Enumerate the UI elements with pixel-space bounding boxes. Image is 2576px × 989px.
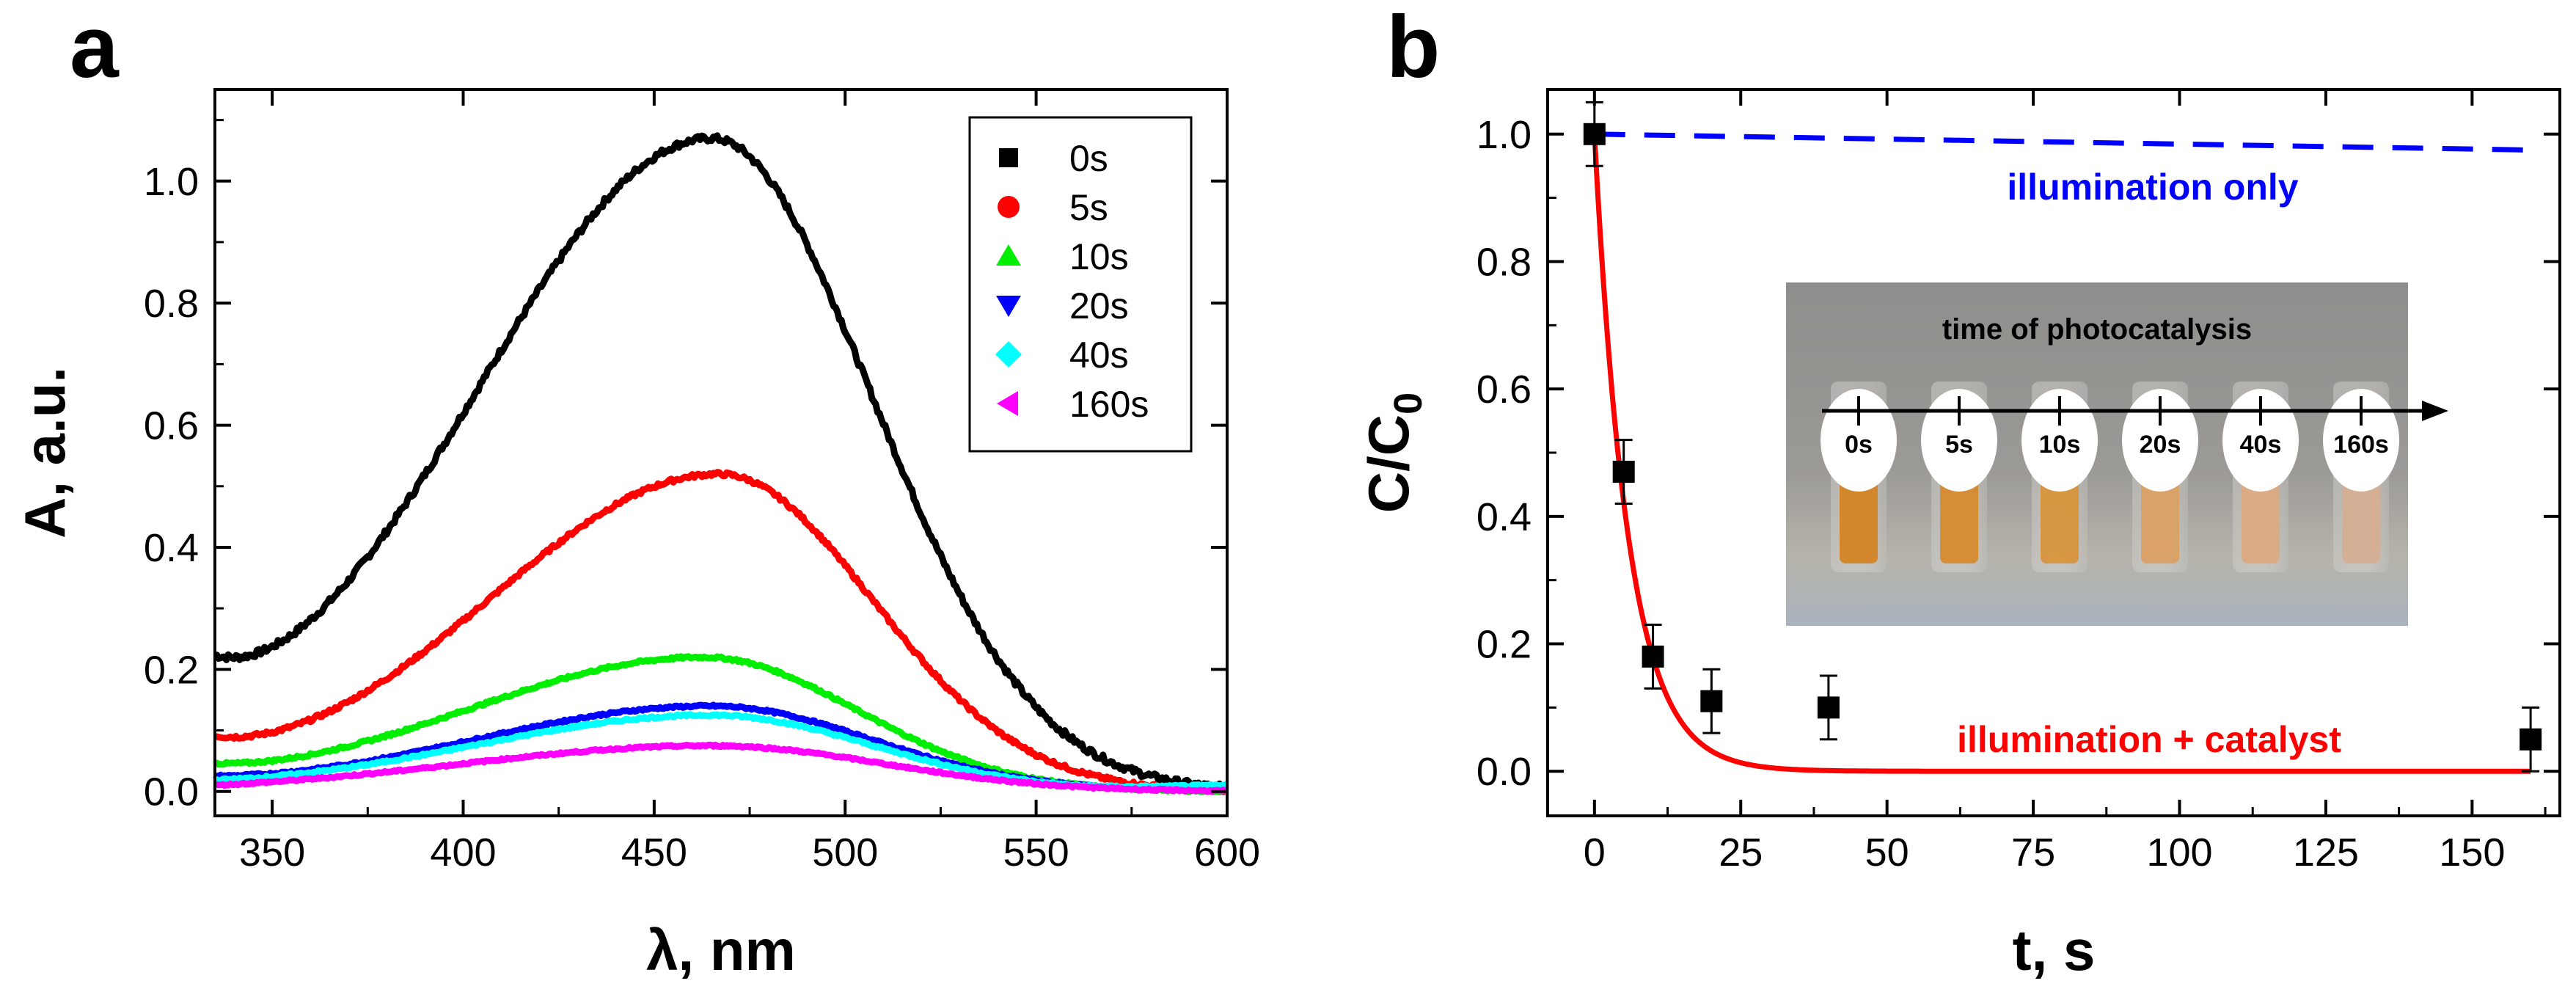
chart-b-x-tick-label: 125 [2293,831,2359,875]
chart-b-ticks: 0 25 50 75 100 125 150 0.0 0.2 0.4 0.6 0.8 1.0 [1477,90,2560,875]
annotation-illumination-only: illumination only [2007,167,2298,208]
chart-a: 350 400 450 500 550 600 0.0 0.2 0.4 0.6 0.8 1.0 λ, … [12,88,1260,982]
chart-b-x-tick-label: 100 [2146,831,2212,875]
chart-a-legend-label-40s: 40s [1069,335,1129,376]
chart-a-x-tick-label: 450 [621,831,687,875]
chart-a-legend-marker-40s [995,341,1022,368]
chart-b: 0 25 50 75 100 125 150 0.0 0.2 0.4 0.6 0.8 1.0 time … [1356,88,2561,982]
inset-vial-label-oval [1821,389,1897,492]
inset-vial-label: 20s [2140,431,2181,459]
chart-a-legend: 0s 5s 10s 20s 40s 160s [968,116,1193,453]
chart-a-y-tick-label: 0.6 [144,404,199,448]
inset-vial-solution [2041,477,2079,563]
chart-b-data-point [1612,461,1635,483]
chart-b-data-point [2520,728,2542,751]
chart-a-x-tick-label: 550 [1003,831,1069,875]
chart-b-y-tick-label: 1.0 [1477,113,1532,157]
chart-b-y-axis-title: C/C0 [1356,393,1430,513]
chart-a-y-axis-title: A, a.u. [12,367,77,539]
chart-a-legend-label-5s: 5s [1069,187,1108,228]
chart-b-y-tick-label: 0.4 [1477,495,1532,539]
chart-a-x-tick-label: 400 [430,831,496,875]
chart-a-legend-marker-10s [996,244,1021,266]
chart-b-fit-curve [1592,134,2531,774]
chart-b-data-point [1583,123,1606,145]
chart-b-y-axis-title-group: C/C0 [1356,393,1430,513]
inset-vial-solution [2242,477,2280,563]
chart-a-legend-label-0s: 0s [1069,138,1108,179]
inset-vial-solution [1840,477,1878,563]
inset-vial-label-oval [1921,389,1997,492]
inset-vial-solution [1940,477,1978,563]
chart-a-legend-label-10s: 10s [1069,236,1129,277]
chart-b-y-tick-label: 0.0 [1477,750,1532,794]
chart-b-inset-photo: time of photocatalysis 0s 5s 10s 20s 40s 160s [1786,282,2448,626]
chart-a-legend-label-160s: 160s [1069,384,1149,425]
inset-vial-label: 0s [1845,431,1873,459]
inset-vial-label: 40s [2240,431,2282,459]
chart-b-y-tick-label: 0.6 [1477,368,1532,412]
chart-a-x-tick-label: 350 [239,831,305,875]
chart-b-data-point [1817,696,1840,719]
inset-vial-label: 160s [2333,431,2389,459]
inset-vial-label-oval [2323,389,2399,492]
chart-b-data-point [1642,645,1664,668]
chart-a-y-tick-label: 0.8 [144,282,199,326]
inset-vial-label: 5s [1945,431,1973,459]
chart-a-ticks: 350 400 450 500 550 600 0.0 0.2 0.4 0.6 0.8 1.0 [144,90,1260,875]
chart-a-y-tick-label: 0.2 [144,648,199,692]
inset-time-arrow-head [2422,401,2448,421]
inset-vial-solution [2141,477,2179,563]
chart-b-y-tick-label: 0.2 [1477,623,1532,667]
chart-b-x-tick-label: 150 [2439,831,2505,875]
inset-vial-label-oval [2222,389,2299,492]
chart-b-x-tick-label: 0 [1584,831,1606,875]
chart-b-x-axis-title: t, s [2013,918,2096,982]
chart-a-legend-marker-0s [999,148,1018,167]
chart-a-x-axis-title: λ, nm [646,918,796,982]
chart-b-y-tick-label: 0.8 [1477,240,1532,284]
chart-a-curves [213,132,1229,795]
chart-a-y-tick-label: 1.0 [144,160,199,204]
panel-label-a: a [70,0,120,96]
inset-vial-label-oval [2021,389,2098,492]
chart-b-x-tick-label: 25 [1719,831,1763,875]
inset-vial-label: 10s [2039,431,2081,459]
chart-b-series [1583,101,2542,774]
chart-a-series-160s [213,741,1229,795]
chart-a-legend-marker-20s [996,296,1021,317]
panel-label-b: b [1386,0,1440,96]
chart-b-y-axis-title-subscript: 0 [1386,393,1430,415]
chart-b-data-point [1700,690,1723,712]
chart-a-x-tick-label: 600 [1194,831,1260,875]
chart-a-x-tick-label: 500 [812,831,878,875]
inset-vial-label-oval [2122,389,2198,492]
inset-title: time of photocatalysis [1942,313,2252,346]
chart-a-legend-box [968,116,1193,453]
chart-a-legend-marker-160s [997,391,1018,416]
chart-a-y-tick-label: 0.4 [144,526,199,570]
chart-a-series-5s [213,469,1229,795]
chart-b-y-axis-title-main: C/C [1356,415,1421,513]
chart-a-series-0s [213,132,1229,793]
annotation-illumination-catalyst: illumination + catalyst [1957,719,2341,760]
chart-a-frame [213,88,1229,817]
chart-a-legend-label-20s: 20s [1069,285,1129,326]
chart-a-y-tick-label: 0.0 [144,770,199,814]
inset-vials: 0s 5s 10s 20s 40s 160s [1821,382,2399,572]
chart-a-legend-marker-5s [998,196,1020,218]
chart-b-x-tick-label: 75 [2011,831,2055,875]
inset-vial-solution [2342,477,2380,563]
chart-b-x-tick-label: 50 [1865,831,1909,875]
chart-b-illumination-only-line [1594,131,2531,153]
